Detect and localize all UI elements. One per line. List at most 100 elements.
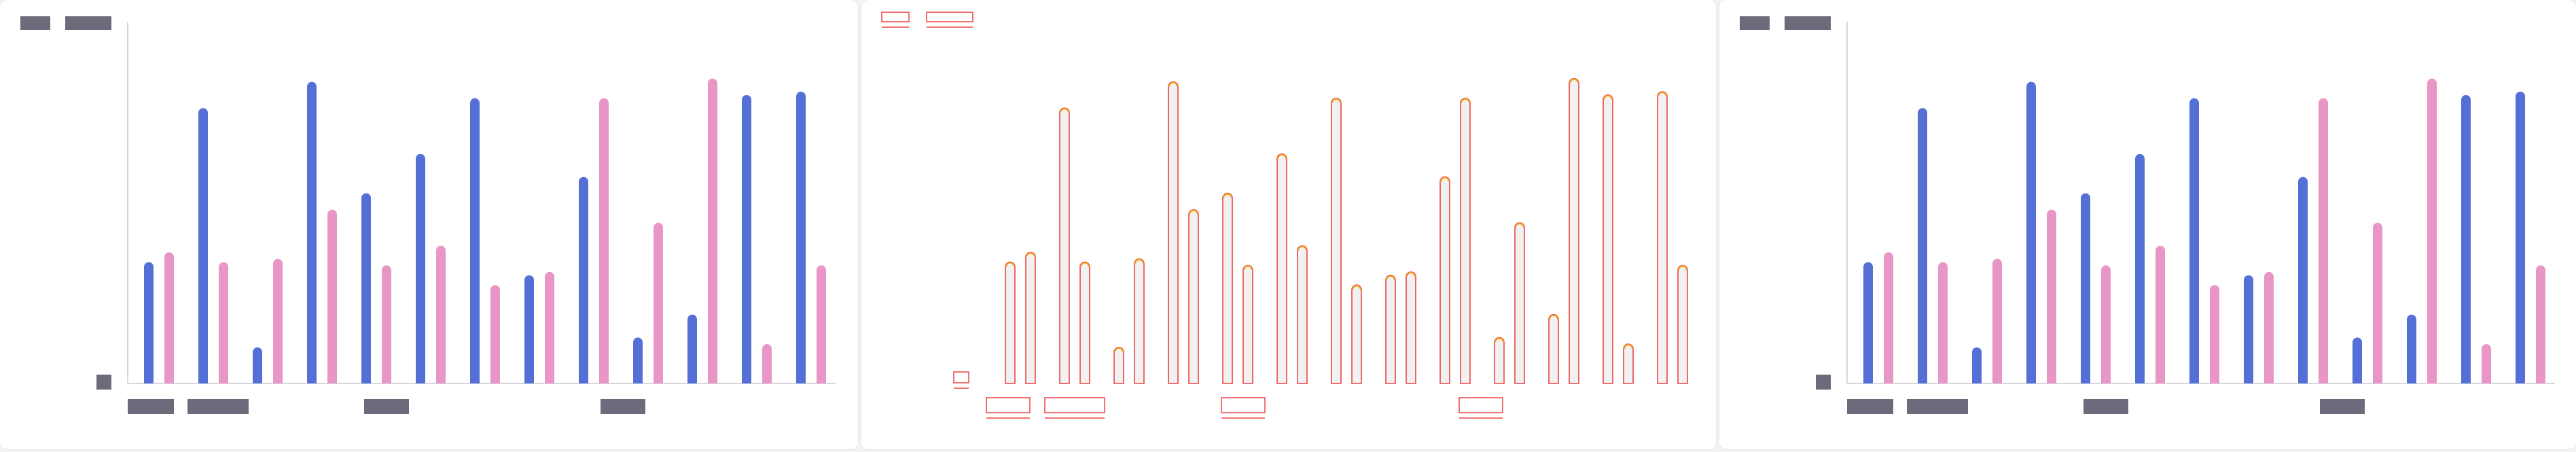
bar-series-a-0 bbox=[144, 262, 154, 383]
bar-chart-middle-outline bbox=[881, 12, 1688, 419]
bar-cap-series-b-9 bbox=[1515, 223, 1524, 228]
bar-series-b-8 bbox=[2319, 98, 2328, 384]
y-tick-label-0 bbox=[1816, 375, 1831, 390]
legend-item-series-b bbox=[1785, 16, 1831, 30]
legend-item-series-b bbox=[926, 12, 973, 22]
bar-series-a-10 bbox=[1548, 314, 1559, 384]
bar-series-b-10 bbox=[1569, 78, 1579, 384]
bar-series-b-7 bbox=[1406, 271, 1416, 384]
x-tick-label-4 bbox=[1459, 397, 1503, 413]
x-tick-label-1 bbox=[128, 399, 174, 414]
bar-series-b-3 bbox=[327, 210, 337, 383]
bar-series-b-10 bbox=[2427, 78, 2437, 384]
bar-series-a-8 bbox=[579, 176, 588, 383]
bar-series-a-3 bbox=[2026, 81, 2036, 383]
bar-cap-series-a-12 bbox=[1658, 92, 1667, 97]
bar-series-a-11 bbox=[1603, 94, 1613, 384]
bar-series-a-0 bbox=[1863, 262, 1873, 383]
bar-series-b-1 bbox=[1079, 261, 1090, 384]
bar-cap-series-a-10 bbox=[1549, 314, 1558, 320]
bar-series-a-3 bbox=[1168, 81, 1179, 384]
bar-series-a-7 bbox=[1385, 274, 1396, 384]
bar-series-a-4 bbox=[2081, 193, 2090, 383]
bar-series-b-1 bbox=[219, 262, 228, 383]
bar-series-b-11 bbox=[2482, 344, 2491, 383]
bar-chart-right bbox=[1740, 16, 2555, 414]
bar-series-b-3 bbox=[2047, 210, 2056, 383]
bar-series-b-6 bbox=[2210, 285, 2219, 383]
legend-item-series-a bbox=[20, 16, 50, 30]
bar-series-b-9 bbox=[2373, 223, 2382, 383]
x-tick-label-1 bbox=[1847, 399, 1893, 414]
bar-cap-series-b-5 bbox=[1298, 246, 1307, 251]
bar-series-b-6 bbox=[1351, 284, 1362, 384]
x-tick-label-1 bbox=[986, 397, 1031, 413]
bar-cap-series-a-8 bbox=[1440, 176, 1450, 182]
bar-series-b-8 bbox=[1460, 97, 1471, 384]
bar-cap-series-b-4 bbox=[1243, 265, 1253, 271]
bar-series-a-12 bbox=[796, 92, 806, 383]
bar-cap-series-b-3 bbox=[1189, 210, 1198, 215]
bar-series-a-2 bbox=[1972, 347, 1982, 383]
x-tick-label-3 bbox=[2083, 399, 2128, 414]
legend-item-series-b bbox=[65, 16, 111, 30]
bar-series-b-8 bbox=[599, 98, 609, 384]
x-tick-label-2 bbox=[1044, 397, 1105, 413]
bar-series-b-11 bbox=[1623, 343, 1634, 384]
bar-series-b-2 bbox=[273, 259, 283, 383]
bar-series-b-4 bbox=[2101, 265, 2111, 383]
bar-series-a-0 bbox=[1005, 261, 1016, 384]
bar-cap-series-a-0 bbox=[1005, 262, 1015, 267]
bar-cap-series-a-4 bbox=[1223, 193, 1232, 198]
x-tick-label-2 bbox=[1907, 399, 1968, 414]
bar-cap-series-b-7 bbox=[1406, 271, 1416, 277]
bar-cap-series-a-5 bbox=[1277, 153, 1287, 159]
bar-series-a-2 bbox=[253, 347, 262, 383]
bar-series-a-5 bbox=[2135, 153, 2145, 383]
bar-series-a-9 bbox=[1494, 337, 1505, 384]
bar-cap-series-a-1 bbox=[1060, 108, 1069, 113]
chart-panel-middle bbox=[861, 0, 1716, 449]
bar-cap-series-b-0 bbox=[1026, 252, 1035, 257]
bar-series-a-10 bbox=[687, 314, 697, 383]
bar-cap-series-b-8 bbox=[1461, 98, 1470, 103]
bar-series-a-12 bbox=[1657, 91, 1668, 384]
bar-series-a-3 bbox=[307, 81, 317, 383]
bar-series-b-2 bbox=[1134, 258, 1145, 384]
bar-series-a-6 bbox=[470, 98, 480, 383]
bar-series-a-9 bbox=[2353, 337, 2362, 383]
bar-cap-series-b-12 bbox=[1678, 265, 1687, 271]
x-tick-label-4 bbox=[601, 399, 645, 414]
bar-series-a-10 bbox=[2407, 314, 2416, 383]
bar-series-a-11 bbox=[2461, 94, 2471, 383]
bar-cap-series-a-6 bbox=[1331, 98, 1341, 103]
bar-series-a-6 bbox=[1331, 97, 1342, 384]
bar-series-a-7 bbox=[524, 275, 535, 383]
bar-series-a-8 bbox=[1439, 176, 1450, 384]
bar-cap-series-b-1 bbox=[1080, 262, 1090, 267]
x-tick-label-4 bbox=[2320, 399, 2365, 414]
bar-cap-series-b-11 bbox=[1624, 344, 1633, 350]
chart-panel-right bbox=[1719, 0, 2576, 449]
bar-series-a-5 bbox=[416, 153, 425, 383]
bar-cap-series-a-3 bbox=[1168, 81, 1178, 87]
bar-series-a-2 bbox=[1113, 347, 1124, 384]
bar-series-b-6 bbox=[490, 285, 500, 383]
bar-series-a-6 bbox=[2189, 98, 2199, 383]
bar-series-b-1 bbox=[1938, 262, 1948, 383]
bar-series-a-12 bbox=[2516, 92, 2525, 383]
bar-series-b-10 bbox=[708, 78, 717, 384]
bar-series-b-0 bbox=[1884, 252, 1893, 383]
bar-series-a-1 bbox=[1918, 108, 1927, 383]
bar-series-b-9 bbox=[1514, 222, 1525, 384]
bar-cap-series-a-11 bbox=[1603, 94, 1613, 100]
x-tick-label-2 bbox=[187, 399, 249, 414]
bar-series-b-12 bbox=[2536, 265, 2545, 383]
bar-series-a-5 bbox=[1276, 153, 1287, 384]
bar-series-b-5 bbox=[436, 246, 446, 383]
bar-cap-series-a-7 bbox=[1386, 275, 1395, 280]
bar-series-b-7 bbox=[2264, 271, 2274, 383]
bar-series-a-11 bbox=[742, 94, 751, 383]
bar-chart-left bbox=[20, 16, 836, 414]
